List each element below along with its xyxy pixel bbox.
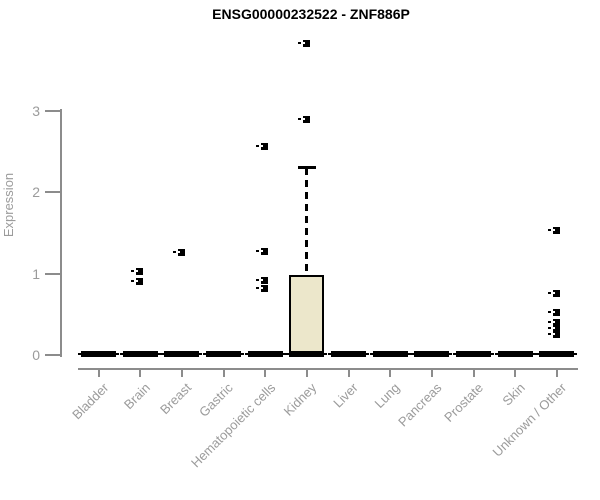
y-axis-tick xyxy=(45,272,61,275)
outlier-point-unknown-other xyxy=(547,290,560,298)
median-bar-gastric xyxy=(203,351,245,357)
x-axis-tick xyxy=(555,369,558,377)
y-axis-label: Expression xyxy=(1,172,16,238)
median-bar-lung xyxy=(369,351,411,357)
median-bar-bladder xyxy=(78,351,119,357)
x-axis-tick xyxy=(264,369,267,377)
whisker-kidney xyxy=(305,167,309,276)
y-tick-label: 3 xyxy=(32,102,40,119)
x-axis-tick xyxy=(347,369,350,377)
x-tick-label-liver: Liver xyxy=(330,380,362,411)
whisker-cap-kidney xyxy=(297,165,316,169)
median-bar-unknown-other xyxy=(536,351,578,357)
outlier-point-kidney xyxy=(297,116,310,124)
box-kidney xyxy=(289,275,325,353)
median-bar-skin xyxy=(494,351,536,357)
outlier-point-unknown-other xyxy=(547,325,560,333)
x-axis-tick xyxy=(180,369,183,377)
outlier-point-hematopoietic-cells xyxy=(256,285,269,293)
median-bar-hematopoietic-cells xyxy=(244,351,286,357)
median-bar-pancreas xyxy=(411,351,453,357)
y-tick-label: 1 xyxy=(32,265,40,282)
x-tick-label-kidney: Kidney xyxy=(280,380,320,419)
x-axis-tick xyxy=(139,369,142,377)
x-axis-tick xyxy=(430,369,433,377)
median-bar-kidney xyxy=(286,351,328,357)
outlier-point-hematopoietic-cells xyxy=(256,247,269,255)
x-axis-tick xyxy=(97,369,100,377)
outlier-point-brain xyxy=(131,268,144,276)
x-tick-label-lung: Lung xyxy=(371,380,403,412)
outlier-point-kidney xyxy=(297,39,310,47)
median-bar-liver xyxy=(328,351,370,357)
outlier-point-breast xyxy=(172,249,185,257)
y-axis-line xyxy=(60,108,62,357)
x-tick-label-prostate: Prostate xyxy=(441,380,487,425)
x-axis-tick xyxy=(305,369,308,377)
median-bar-prostate xyxy=(453,351,495,357)
x-tick-label-breast: Breast xyxy=(157,380,195,418)
outlier-point-brain xyxy=(131,277,144,285)
outlier-point-unknown-other xyxy=(547,330,560,338)
x-axis-tick xyxy=(514,369,517,377)
outlier-point-unknown-other xyxy=(547,227,560,235)
x-tick-label-pancreas: Pancreas xyxy=(395,380,445,430)
chart-title: ENSG00000232522 - ZNF886P xyxy=(212,6,410,22)
outlier-point-hematopoietic-cells xyxy=(256,143,269,151)
y-tick-label: 2 xyxy=(32,184,40,200)
outlier-point-unknown-other xyxy=(547,308,560,316)
x-tick-label-skin: Skin xyxy=(499,380,528,409)
y-axis-tick xyxy=(45,354,61,356)
x-axis-tick xyxy=(222,369,225,377)
median-bar-breast xyxy=(161,351,203,357)
x-tick-label-brain: Brain xyxy=(120,380,153,413)
y-axis-tick xyxy=(45,109,61,112)
x-axis-line xyxy=(78,368,578,370)
outlier-point-hematopoietic-cells xyxy=(256,277,269,285)
outlier-point-unknown-other xyxy=(547,319,560,327)
median-bar-brain xyxy=(119,351,161,357)
x-tick-label-gastric: Gastric xyxy=(196,380,237,420)
x-axis-tick xyxy=(389,369,392,377)
x-tick-label-bladder: Bladder xyxy=(68,380,112,423)
x-axis-tick xyxy=(472,369,475,377)
x-tick-label-unknown-other: Unknown / Other xyxy=(490,380,570,460)
y-tick-label: 0 xyxy=(32,347,40,363)
y-axis-tick xyxy=(45,191,61,193)
